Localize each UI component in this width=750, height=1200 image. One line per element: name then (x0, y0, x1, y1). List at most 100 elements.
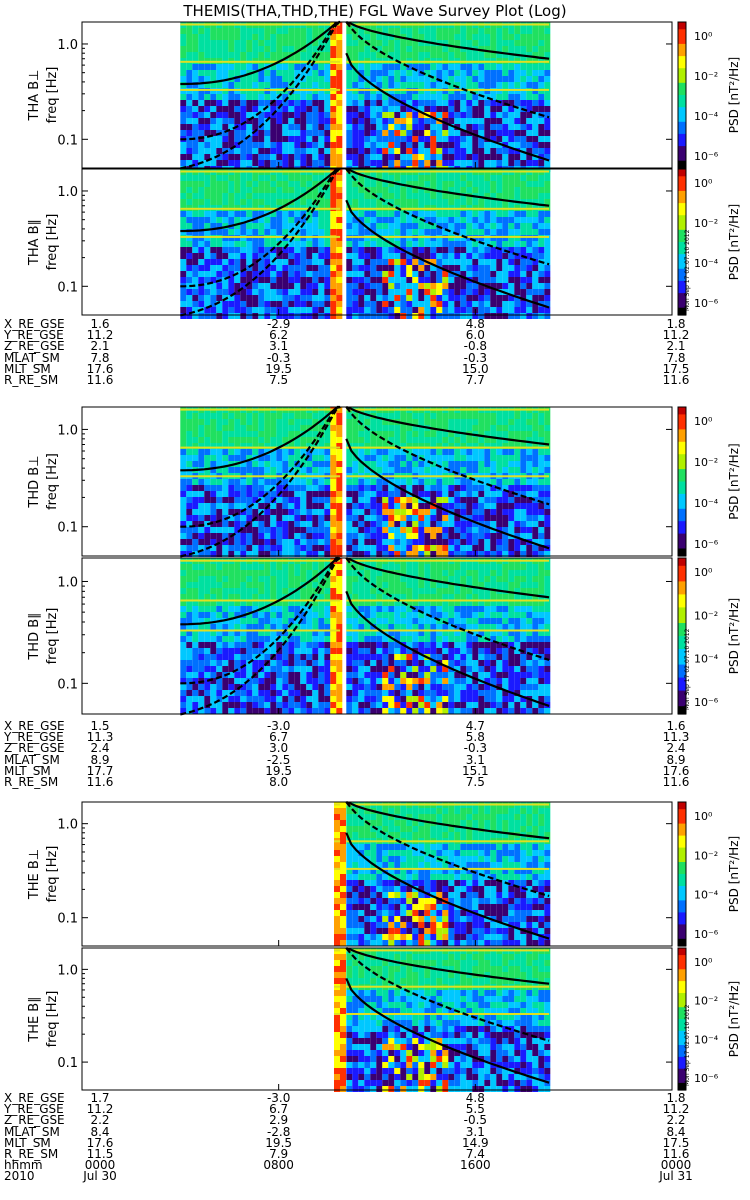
ephemeris-label: 2010 (4, 1169, 35, 1184)
ephemeris-value: -2.5 (266, 752, 291, 767)
ephemeris-value: -3.0 (266, 719, 291, 733)
ephemeris-label: MLAT_SM (4, 1124, 60, 1139)
panel-frame-5 (81, 947, 673, 1091)
colorbar-tick-label: 10⁻⁴ (694, 653, 719, 666)
colorbar-label: PSD [nT²/Hz] (727, 981, 741, 1057)
ephemeris-value: 2.1 (90, 339, 110, 354)
colorbar-tick-label: 10⁻⁶ (694, 538, 719, 551)
ephemeris-value: 14.9 (461, 1135, 489, 1150)
colorbar-tick-label: 10⁰ (694, 810, 713, 823)
ephemeris-value: -2.8 (266, 1124, 291, 1139)
ephemeris-value: 11.6 (86, 372, 114, 387)
ephemeris-label: Z_RE_GSE (4, 339, 65, 354)
ephemeris-value: 4.8 (465, 1091, 485, 1105)
ephemeris-value: 11.2 (86, 328, 114, 343)
panel-frame-3 (81, 557, 673, 715)
colorbar-tick-label: 10⁰ (694, 30, 713, 43)
probe-axis-label: THD B⊥ (27, 455, 42, 508)
ephemeris-value: 0800 (263, 1158, 294, 1173)
freq-axis-label: freq [Hz] (45, 453, 60, 510)
ephemeris-value: 3.1 (465, 1124, 485, 1139)
ephemeris-value: 6.7 (269, 730, 289, 745)
colorbar-tick-label: 10⁻² (694, 217, 718, 230)
probe-axis-label: THE B⊥ (27, 849, 42, 900)
ephemeris-value: 1.6 (666, 719, 686, 733)
colorbar-tick-label: 10⁻² (694, 609, 718, 622)
colorbar-tick-label: 10⁻⁴ (694, 1033, 719, 1046)
y-tick-label: 1.0 (57, 963, 78, 978)
ephemeris-value: 7.4 (465, 1146, 485, 1161)
ephemeris-value: 6.7 (269, 1102, 289, 1117)
panel-frame-0 (81, 21, 673, 169)
colorbar-tick-label: 10⁻⁶ (694, 150, 719, 163)
y-tick-label: 0.1 (57, 677, 78, 692)
plot-title: THEMIS(THA,THD,THE) FGL Wave Survey Plot… (182, 2, 566, 20)
timestamp-stamp: Mon Sep 17 02:07:10 2012 (684, 1004, 691, 1086)
colorbar-tick-label: 10⁰ (694, 566, 713, 579)
ephemeris-value: 11.3 (662, 730, 690, 745)
ephemeris-value: 0000 (84, 1158, 116, 1173)
ephemeris-value: 11.5 (86, 1146, 114, 1161)
ephemeris-value: 4.7 (465, 719, 485, 733)
colorbar (677, 406, 687, 557)
ephemeris-label: Y_RE_GSE (4, 1102, 64, 1117)
colorbar-tick-label: 10⁰ (694, 177, 713, 190)
panel-frame-1 (81, 168, 673, 316)
ephemeris-value: 1.8 (666, 1091, 686, 1105)
ephemeris-value: 2.2 (666, 1113, 686, 1128)
ephemeris-value: 15.1 (461, 763, 489, 778)
freq-axis-label: freq [Hz] (45, 846, 60, 903)
ephemeris-label: R_RE_SM (4, 372, 59, 387)
colorbar-tick-label: 10⁻² (694, 456, 718, 469)
timestamp-stamp: Mon Sep 17 02:07:10 2012 (684, 628, 691, 710)
ephemeris-value: 3.1 (269, 339, 289, 354)
ephemeris-value: 7.5 (465, 774, 485, 789)
ephemeris-value: 17.6 (86, 1135, 114, 1150)
colorbar (677, 947, 687, 1091)
spectrogram-panel-3: 0.1 1.0 THD B∥ freq [Hz] 10⁰ 10⁻² 10⁻⁴ 10⁻⁶ PSD … (27, 556, 741, 716)
freq-axis-label: freq [Hz] (45, 214, 60, 271)
ephemeris-value: 2.1 (666, 339, 686, 354)
colorbar-label: PSD [nT²/Hz] (727, 204, 741, 280)
ephemeris-value: -0.5 (463, 1113, 488, 1128)
colorbar-tick-label: 10⁰ (694, 956, 713, 969)
colorbar-label: PSD [nT²/Hz] (727, 57, 741, 133)
ephemeris-value: 11.2 (662, 328, 690, 343)
ephemeris-value: 17.7 (86, 763, 114, 778)
spectrogram-panel-2: 0.1 1.0 THD B⊥ freq [Hz] 10⁰ 10⁻² 10⁻⁴ 10⁻⁶ PSD … (27, 405, 741, 558)
ephemeris-label: hhmm (4, 1158, 43, 1173)
ephemeris-value: 7.7 (465, 372, 485, 387)
ephemeris-value: 19.5 (265, 763, 293, 778)
freq-axis-label: freq [Hz] (45, 67, 60, 124)
colorbar-label: PSD [nT²/Hz] (727, 836, 741, 912)
colorbar-tick-label: 10⁻⁴ (694, 257, 719, 270)
ephemeris-value: 11.6 (662, 774, 690, 789)
ephemeris-value: 1.8 (666, 317, 686, 331)
colorbar-tick-label: 10⁻² (694, 70, 718, 83)
colorbar-tick-label: 10⁻² (694, 995, 718, 1008)
ephemeris-value: 2.4 (666, 741, 686, 756)
ephemeris-label: X_RE_GSE (4, 317, 65, 331)
ephemeris-value: 1.6 (90, 317, 110, 331)
ephemeris-value: -2.9 (266, 317, 291, 331)
ephemeris-value: 19.5 (265, 361, 293, 376)
ephemeris-value: Jul 31 (659, 1169, 693, 1184)
colorbar-tick-label: 10⁻⁴ (694, 110, 719, 123)
spectrogram-panel-5: 0.1 1.0 THE B∥ freq [Hz] 10⁰ 10⁻² 10⁻⁴ 10⁻⁶ PSD … (27, 946, 741, 1092)
ephemeris-value: 11.6 (662, 1146, 690, 1161)
spectrogram-panel-4: 0.1 1.0 THE B⊥ freq [Hz] 10⁰ 10⁻² 10⁻⁴ 10⁻⁶ PSD … (27, 800, 741, 947)
colorbar-label: PSD [nT²/Hz] (727, 443, 741, 519)
ephemeris-label: MLAT_SM (4, 752, 60, 767)
ephemeris-label: R_RE_SM (4, 774, 59, 789)
ephemeris-label: MLT_SM (4, 1135, 51, 1150)
spectrogram-panel-1: 0.1 1.0 THA B∥ freq [Hz] 10⁰ 10⁻² 10⁻⁴ 10⁻⁶ PSD … (27, 167, 741, 319)
ephemeris-value: 7.8 (90, 350, 110, 365)
y-tick-label: 0.1 (57, 133, 78, 148)
probe-axis-label: THA B⊥ (27, 70, 42, 122)
ephemeris-value: 17.5 (662, 1135, 690, 1150)
ephemeris-value: 5.5 (465, 1102, 485, 1117)
ephemeris-label: Y_RE_GSE (4, 730, 64, 745)
ephemeris-label: Y_RE_GSE (4, 328, 64, 343)
ephemeris-value: 8.9 (90, 752, 110, 767)
ephemeris-label: X_RE_GSE (4, 719, 65, 733)
